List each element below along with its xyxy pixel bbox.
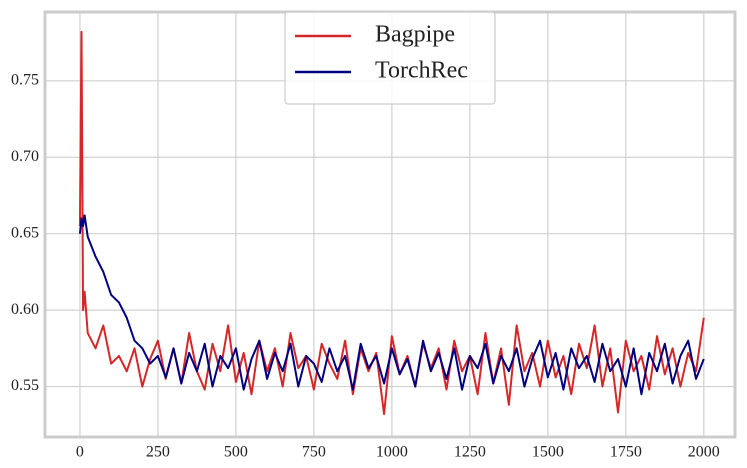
x-tick-label: 750 (302, 444, 326, 461)
x-tick-label: 250 (146, 444, 170, 461)
legend-label: Bagpipe (375, 22, 455, 48)
y-tick-label: 0.75 (11, 71, 39, 88)
x-tick-label: 2000 (688, 444, 720, 461)
y-tick-label: 0.65 (11, 224, 39, 241)
x-tick-label: 1500 (532, 444, 564, 461)
x-tick-label: 1250 (454, 444, 486, 461)
x-tick-label: 1750 (610, 444, 642, 461)
y-tick-label: 0.60 (11, 301, 39, 318)
series-line (78, 214, 705, 396)
y-tick-label: 0.70 (11, 148, 39, 165)
x-tick-label: 0 (76, 444, 84, 461)
y-tick-label: 0.55 (11, 377, 39, 394)
x-tick-label: 500 (224, 444, 248, 461)
x-tick-label: 1000 (376, 444, 408, 461)
legend-label: TorchRec (375, 58, 468, 84)
